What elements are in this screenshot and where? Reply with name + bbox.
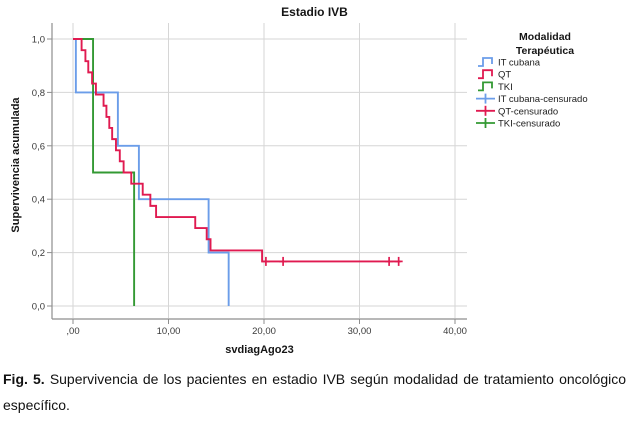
legend-item-tki: TKI: [498, 82, 513, 93]
chart-title: Estadio IVB: [281, 5, 348, 19]
y-tick-label: 0,4: [32, 195, 45, 206]
legend-item-qt-censurado: QT-censurado: [498, 106, 558, 117]
y-tick-label: 0,8: [32, 88, 45, 99]
legend-title: Terapéutica: [516, 45, 574, 57]
caption-label: Fig. 5.: [3, 371, 45, 387]
x-axis-title: svdiagAgo23: [225, 344, 294, 356]
legend-swatch-it-cubana: [478, 57, 493, 67]
caption-body: Supervivencia de los pacientes en estadi…: [3, 371, 627, 413]
y-tick-label: 0,2: [32, 248, 45, 259]
x-tick-label: 40,00: [443, 326, 467, 337]
y-tick-label: 0,0: [32, 302, 45, 313]
y-tick-label: 0,6: [32, 141, 45, 152]
legend-item-it-cubana: IT cubana: [498, 58, 541, 69]
series-line-it-cubana: [73, 38, 230, 306]
x-tick-label: 30,00: [348, 326, 372, 337]
legend-item-qt: QT: [498, 70, 511, 81]
km-survival-plot: 0,0 0,2 0,4 0,6 0,8 1,0 ,00 10,00 20,00 30,00 40,0…: [32, 23, 588, 337]
legend-swatch-tki: [478, 81, 493, 92]
figure-caption: Fig. 5. Supervivencia de los pacientes e…: [3, 366, 626, 418]
legend-swatch-qt: [478, 69, 493, 80]
series-line-tki: [73, 38, 136, 306]
x-tick-label: ,00: [66, 326, 79, 337]
legend-item-tki-censurado: TKI-censurado: [498, 119, 560, 130]
x-tick-label: 20,00: [252, 326, 276, 337]
y-tick-label: 1,0: [32, 35, 45, 46]
x-tick-label: 10,00: [157, 326, 181, 337]
legend-item-it-cubana-censurado: IT cubana-censurado: [498, 94, 588, 105]
y-axis-title: Supervivencia acumulada: [10, 97, 22, 233]
series-line-qt: [73, 38, 401, 263]
legend-title: Modalidad: [519, 31, 571, 43]
